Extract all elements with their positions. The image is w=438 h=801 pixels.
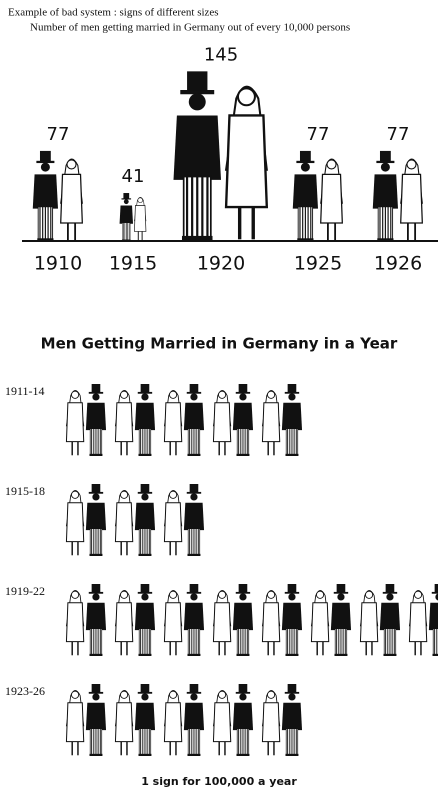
couple-sign [114, 584, 156, 656]
value-label: 41 [122, 166, 145, 187]
couple-sign [261, 584, 303, 656]
chart-title: Example of bad system : signs of differe… [8, 7, 219, 19]
row-label: 1923-26 [5, 684, 45, 698]
value-label: 77 [387, 124, 410, 145]
couple-sign [408, 584, 438, 656]
x-tick-label: 1910 [34, 253, 82, 275]
couple-sign [163, 484, 205, 556]
couple-sign [212, 384, 254, 456]
couple-sign [65, 584, 107, 656]
couple-sign [114, 384, 156, 456]
x-tick-label: 1915 [109, 253, 157, 275]
x-tick-label: 1925 [294, 253, 342, 275]
chart-subtitle: Number of men getting married in Germany… [30, 22, 350, 34]
couple-sign [119, 193, 147, 241]
x-tick-label: 1920 [197, 253, 245, 275]
couple-sign [32, 150, 83, 242]
couple-sign [163, 584, 205, 656]
couple-sign [359, 584, 401, 656]
couple-sign [212, 684, 254, 756]
x-tick-label: 1926 [374, 253, 422, 275]
couple-sign [261, 384, 303, 456]
couple-sign [261, 684, 303, 756]
value-label: 145 [204, 44, 238, 65]
couple-sign [173, 71, 269, 241]
row-label: 1919-22 [5, 584, 45, 598]
couple-sign [212, 584, 254, 656]
couple-sign [65, 384, 107, 456]
couple-sign [163, 684, 205, 756]
couple-sign [65, 684, 107, 756]
couple-sign [114, 684, 156, 756]
row-label: 1915-18 [5, 484, 45, 498]
couple-sign [65, 484, 107, 556]
couple-sign [310, 584, 352, 656]
couple-sign [292, 150, 343, 242]
caption: 1 sign for 100,000 a year [141, 775, 297, 788]
value-label: 77 [307, 124, 330, 145]
couple-sign [163, 384, 205, 456]
value-label: 77 [47, 124, 70, 145]
row-label: 1911-14 [5, 384, 45, 398]
couple-sign [114, 484, 156, 556]
couple-sign [372, 150, 423, 242]
chart-title: Men Getting Married in Germany in a Year [41, 335, 398, 353]
